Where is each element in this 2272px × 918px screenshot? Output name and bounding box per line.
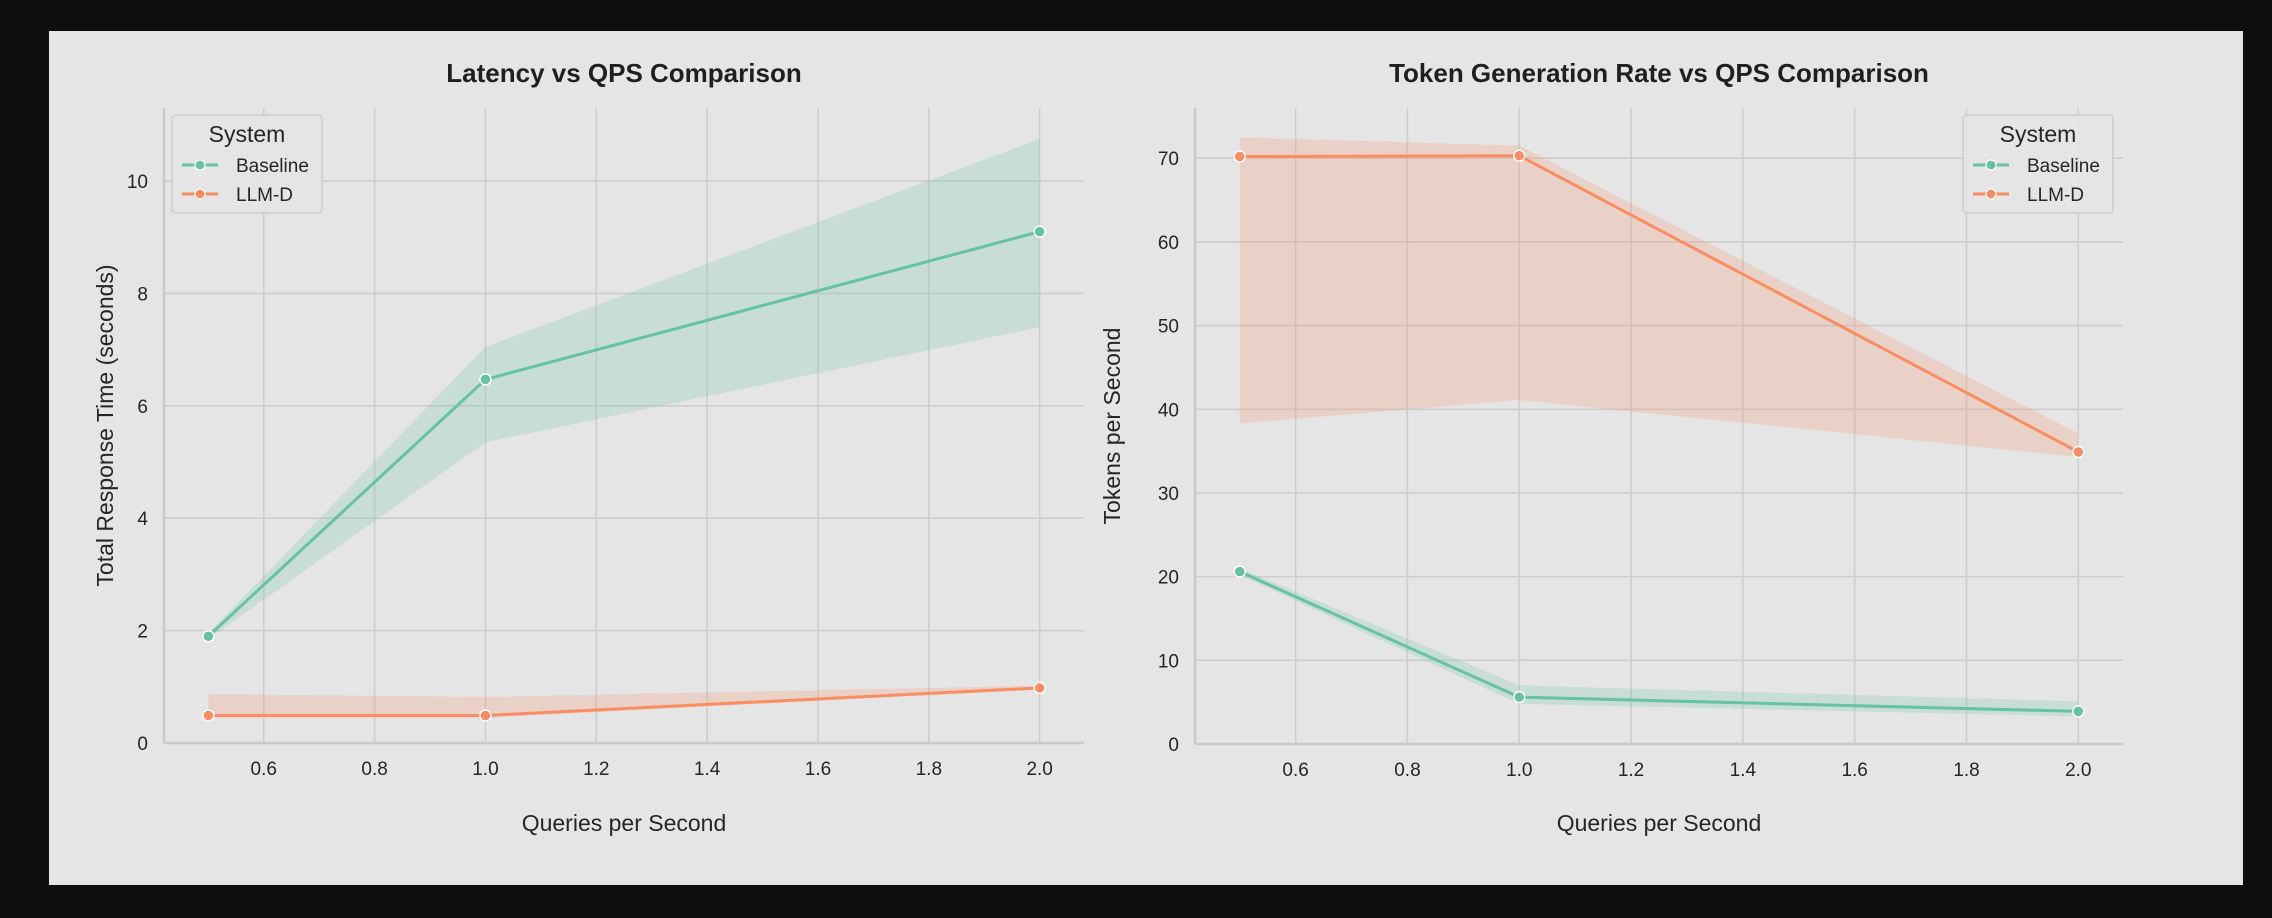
legend-swatch-marker	[194, 159, 206, 171]
charts-svg: 0.6 0.8 1.0 1.2 1.4 1.6 1.8 2.0 0 2 4 6 8 10 Latency v…	[92, 58, 2123, 836]
legend-box	[171, 114, 323, 214]
x-tick-label: 1.0	[1506, 760, 1532, 781]
x-tick-label: 0.8	[1394, 760, 1420, 781]
data-point-baseline	[479, 373, 492, 386]
confidence-band-baseline	[208, 138, 1040, 640]
legend: System Baseline LLM-D	[1962, 114, 2114, 214]
x-tick-label: 1.4	[694, 759, 721, 780]
x-tick-label: 2.0	[1026, 759, 1052, 780]
legend-entry-llm-d: LLM-D	[2027, 185, 2084, 206]
y-tick-label: 30	[1158, 484, 1179, 505]
legend: System Baseline LLM-D	[171, 114, 323, 214]
y-axis-label: Total Response Time (seconds)	[92, 264, 118, 586]
y-tick-label: 10	[1158, 651, 1179, 672]
x-tick-label: 1.0	[472, 759, 498, 780]
data-point-llm-d	[1512, 149, 1526, 162]
x-tick-label: 1.8	[1953, 760, 1979, 781]
confidence-band-llm-d	[208, 685, 1040, 718]
data-point-baseline	[1033, 225, 1046, 238]
x-tick-label: 1.2	[583, 759, 609, 780]
figure: 0.6 0.8 1.0 1.2 1.4 1.6 1.8 2.0 0 2 4 6 8 10 Latency v…	[49, 31, 2243, 885]
data-point-baseline	[1512, 690, 1526, 704]
y-tick-label: 0	[1168, 735, 1179, 756]
x-tick-label: 1.6	[805, 759, 831, 780]
chart-title: Token Generation Rate vs QPS Comparison	[1389, 58, 1929, 88]
data-point-baseline	[2072, 705, 2085, 718]
y-axis-label: Tokens per Second	[1099, 328, 1125, 525]
y-tick-label: 40	[1158, 400, 1179, 421]
y-tick-label: 8	[137, 284, 148, 305]
x-tick-label: 0.8	[361, 759, 387, 780]
y-tick-label: 70	[1158, 149, 1179, 170]
legend-entry-baseline: Baseline	[236, 156, 309, 177]
chart-panel-1: 0.6 0.8 1.0 1.2 1.4 1.6 1.8 2.0 0 2 4 6 8 10 Latency v…	[92, 58, 1084, 836]
x-tick-label: 2.0	[2065, 760, 2091, 781]
legend-swatch-marker	[194, 188, 206, 200]
confidence-band-baseline	[1239, 568, 2079, 717]
x-tick-label: 1.4	[1730, 760, 1757, 781]
x-tick-label: 1.6	[1841, 760, 1867, 781]
data-point-llm-d	[202, 709, 215, 722]
legend-swatch-marker	[1985, 188, 1997, 200]
y-tick-label: 0	[137, 734, 148, 755]
y-tick-label: 2	[137, 622, 148, 643]
y-tick-label: 4	[137, 509, 148, 530]
x-tick-label: 0.6	[1282, 760, 1308, 781]
chart-panel-2: 0.6 0.8 1.0 1.2 1.4 1.6 1.8 2.0 0 10 20 30 40 50 60 70 T…	[1099, 58, 2123, 836]
legend-swatch-marker	[1985, 159, 1997, 171]
y-tick-label: 6	[137, 397, 148, 418]
y-tick-label: 20	[1158, 568, 1179, 589]
legend-title: System	[209, 121, 286, 147]
legend-title: System	[2000, 121, 2077, 147]
x-axis-label: Queries per Second	[522, 810, 727, 836]
x-tick-label: 1.2	[1618, 760, 1644, 781]
confidence-band-llm-d	[1239, 137, 2079, 457]
data-point-llm-d	[1033, 681, 1046, 695]
data-point-llm-d	[479, 709, 492, 722]
y-tick-label: 10	[127, 172, 148, 193]
x-tick-label: 0.6	[251, 759, 277, 780]
data-point-baseline	[202, 629, 215, 643]
y-tick-label: 50	[1158, 317, 1179, 338]
chart-title: Latency vs QPS Comparison	[446, 58, 801, 88]
legend-box	[1962, 114, 2114, 214]
data-point-baseline	[1233, 565, 1246, 578]
x-tick-label: 1.8	[916, 759, 942, 780]
x-axis-label: Queries per Second	[1557, 810, 1762, 836]
data-point-llm-d	[2072, 445, 2085, 459]
legend-entry-llm-d: LLM-D	[236, 185, 293, 206]
y-tick-label: 60	[1158, 233, 1179, 254]
legend-entry-baseline: Baseline	[2027, 156, 2100, 177]
data-point-llm-d	[1233, 150, 1246, 163]
